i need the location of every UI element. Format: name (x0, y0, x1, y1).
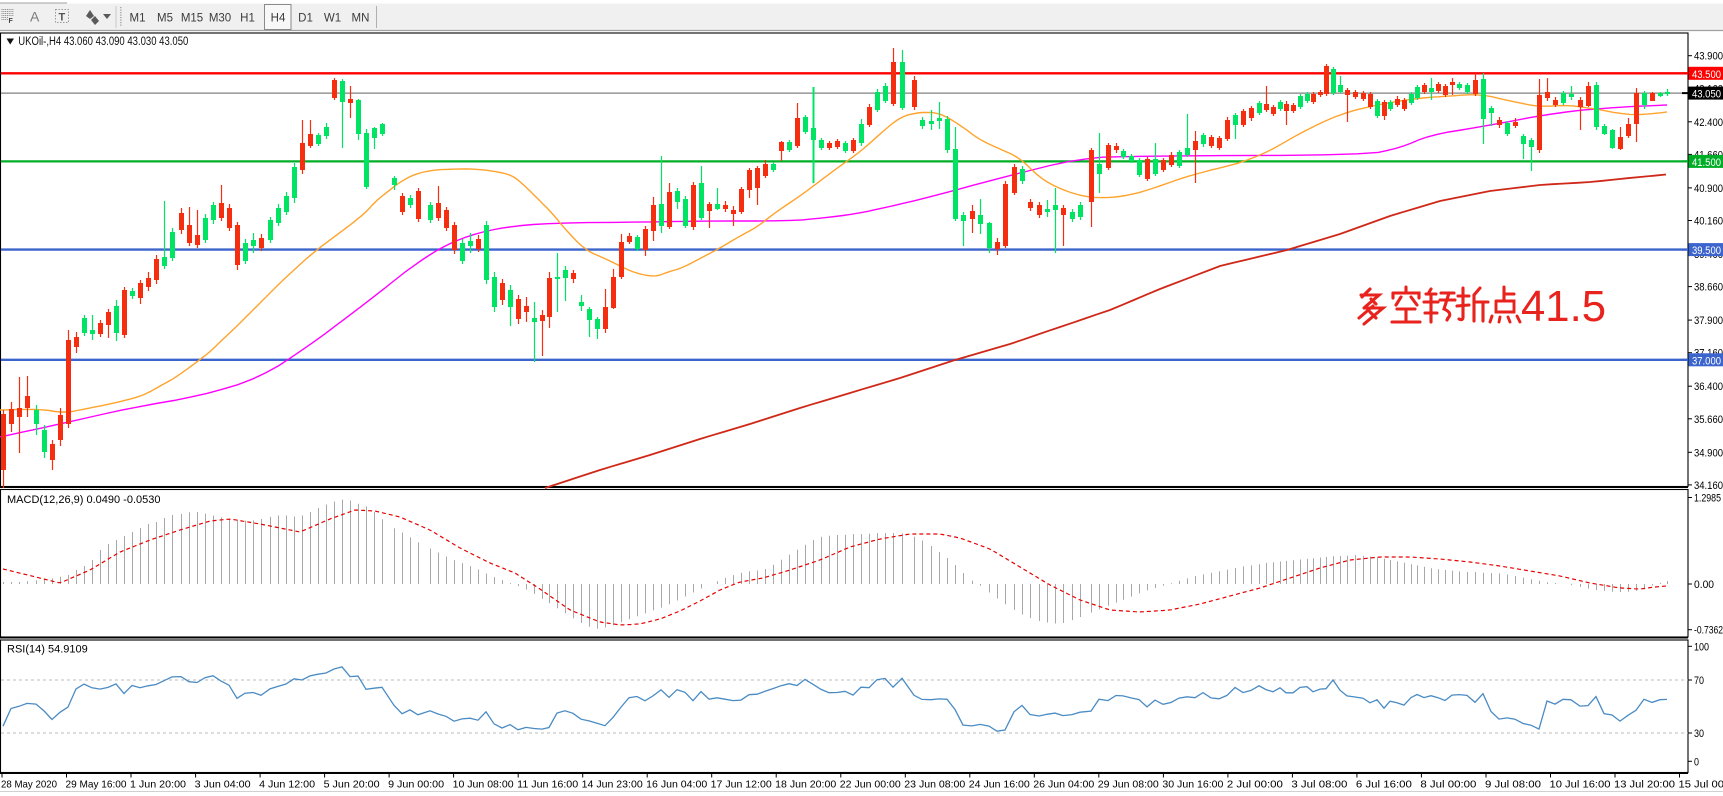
svg-text:A: A (30, 9, 40, 25)
svg-text:5 Jun 20:00: 5 Jun 20:00 (324, 780, 380, 791)
svg-text:H1: H1 (240, 13, 255, 25)
svg-text:10 Jul 16:00: 10 Jul 16:00 (1550, 780, 1611, 791)
svg-text:3 Jul 08:00: 3 Jul 08:00 (1291, 780, 1347, 791)
svg-text:1 Jun 20:00: 1 Jun 20:00 (130, 780, 186, 791)
svg-text:22 Jun 00:00: 22 Jun 00:00 (840, 780, 901, 791)
svg-text:30 Jun 16:00: 30 Jun 16:00 (1162, 780, 1223, 791)
svg-text:34.160: 34.160 (1694, 480, 1723, 492)
svg-text:2 Jul 00:00: 2 Jul 00:00 (1227, 780, 1283, 791)
svg-text:6 Jul 16:00: 6 Jul 16:00 (1356, 780, 1412, 791)
svg-text:35.660: 35.660 (1694, 414, 1723, 426)
svg-text:M15: M15 (181, 13, 203, 25)
svg-text:UKOil-,H4 43.060 43.090 43.03: UKOil-,H4 43.060 43.090 43.030 43.050 (18, 36, 188, 48)
svg-text:28 May 2020: 28 May 2020 (1, 780, 57, 791)
svg-text:1.2985: 1.2985 (1694, 493, 1721, 505)
svg-text:H4: H4 (271, 13, 286, 25)
svg-text:70: 70 (1694, 675, 1704, 687)
svg-text:15 Jul 00:00: 15 Jul 00:00 (1679, 780, 1723, 791)
svg-text:30: 30 (1694, 728, 1704, 740)
svg-text:M5: M5 (157, 13, 173, 25)
svg-text:36.400: 36.400 (1694, 381, 1723, 393)
svg-text:T: T (59, 12, 66, 24)
svg-text:13 Jul 20:00: 13 Jul 20:00 (1614, 780, 1675, 791)
svg-text:10 Jun 08:00: 10 Jun 08:00 (453, 780, 514, 791)
svg-text:8 Jul 00:00: 8 Jul 00:00 (1420, 780, 1476, 791)
svg-text:24 Jun 16:00: 24 Jun 16:00 (969, 780, 1030, 791)
svg-text:100: 100 (1694, 641, 1709, 653)
svg-text:11 Jun 16:00: 11 Jun 16:00 (517, 780, 578, 791)
svg-text:RSI(14) 54.9109: RSI(14) 54.9109 (7, 644, 88, 656)
svg-text:41.500: 41.500 (1692, 157, 1721, 169)
svg-text:39.500: 39.500 (1692, 245, 1721, 257)
svg-text:F: F (9, 18, 14, 25)
svg-text:0.00: 0.00 (1694, 579, 1714, 591)
svg-text:38.660: 38.660 (1694, 282, 1723, 294)
svg-text:-0.7362: -0.7362 (1694, 625, 1723, 637)
svg-text:17 Jun 12:00: 17 Jun 12:00 (711, 780, 772, 791)
svg-text:40.160: 40.160 (1694, 216, 1723, 228)
svg-text:29 May 16:00: 29 May 16:00 (66, 780, 127, 791)
svg-text:37.000: 37.000 (1692, 355, 1721, 367)
svg-text:41.5: 41.5 (1521, 282, 1606, 331)
svg-text:4 Jun 12:00: 4 Jun 12:00 (259, 780, 315, 791)
svg-text:43.500: 43.500 (1692, 69, 1721, 81)
svg-text:37.900: 37.900 (1694, 315, 1723, 327)
svg-text:23 Jun 08:00: 23 Jun 08:00 (904, 780, 965, 791)
svg-text:14 Jun 23:00: 14 Jun 23:00 (582, 780, 643, 791)
svg-text:M1: M1 (130, 13, 146, 25)
svg-text:42.400: 42.400 (1694, 117, 1723, 129)
svg-text:43.900: 43.900 (1694, 51, 1723, 63)
svg-text:34.900: 34.900 (1694, 447, 1723, 459)
svg-text:3 Jun 04:00: 3 Jun 04:00 (195, 780, 251, 791)
svg-text:29 Jun 08:00: 29 Jun 08:00 (1098, 780, 1159, 791)
svg-text:43.050: 43.050 (1692, 89, 1721, 101)
svg-text:MACD(12,26,9) 0.0490 -0.0530: MACD(12,26,9) 0.0490 -0.0530 (7, 494, 160, 506)
svg-text:D1: D1 (298, 13, 313, 25)
svg-text:40.900: 40.900 (1694, 183, 1723, 195)
svg-text:MN: MN (352, 13, 370, 25)
svg-text:9 Jun 00:00: 9 Jun 00:00 (388, 780, 444, 791)
svg-text:16 Jun 04:00: 16 Jun 04:00 (646, 780, 707, 791)
svg-text:26 Jun 04:00: 26 Jun 04:00 (1033, 780, 1094, 791)
svg-text:9 Jul 08:00: 9 Jul 08:00 (1485, 780, 1541, 791)
svg-text:18 Jun 20:00: 18 Jun 20:00 (775, 780, 836, 791)
svg-text:W1: W1 (324, 13, 341, 25)
svg-text:M30: M30 (209, 13, 231, 25)
svg-text:0: 0 (1694, 756, 1699, 768)
